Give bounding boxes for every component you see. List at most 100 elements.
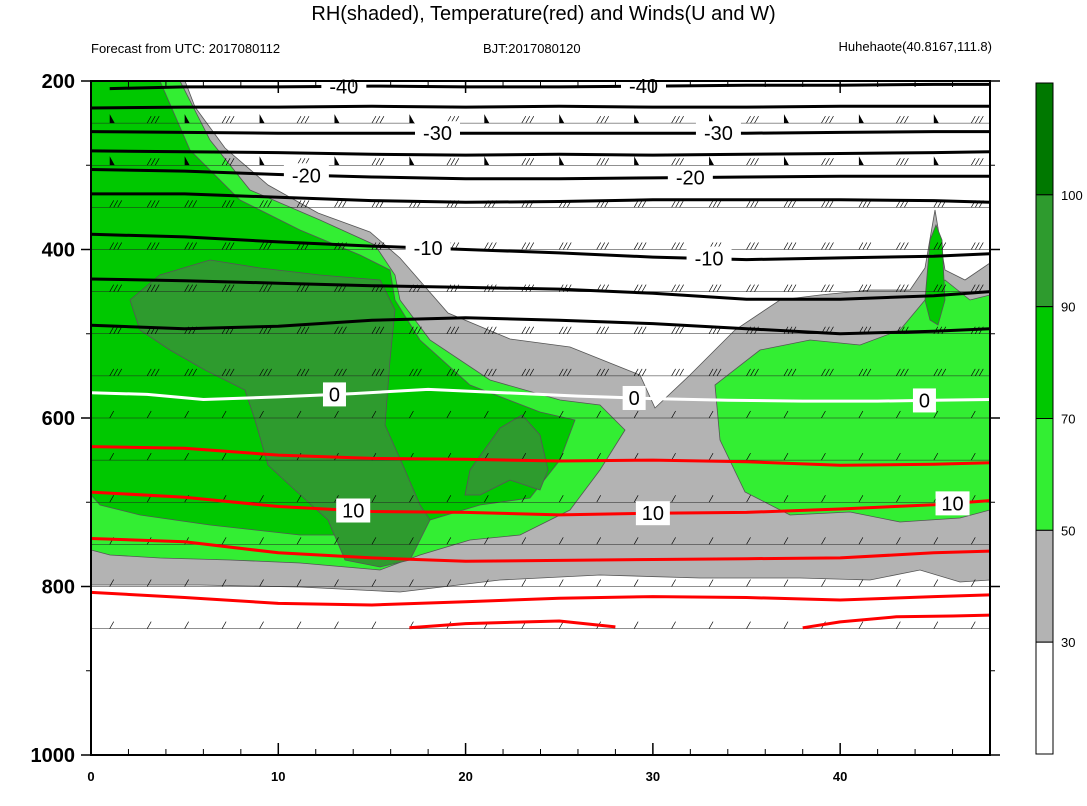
- wind-tick: [970, 410, 976, 419]
- rh-narrow-plume: [924, 223, 946, 326]
- wind-tick: [525, 242, 531, 250]
- wind-tick: [787, 368, 793, 377]
- wind-tick: [791, 200, 797, 208]
- wind-tick: [858, 621, 864, 629]
- wind-tick: [783, 284, 789, 292]
- wind-tick: [596, 115, 601, 124]
- wind-tick: [558, 452, 564, 461]
- wind-tick: [596, 452, 601, 461]
- wind-tick: [558, 242, 564, 250]
- contour-label: -20: [292, 165, 321, 187]
- wind-tick: [450, 326, 456, 334]
- colorbar-box: [1035, 194, 1054, 308]
- wind-tick: [708, 579, 714, 587]
- wind-tick: [146, 410, 152, 419]
- wind-tick: [229, 158, 235, 166]
- wind-tick: [904, 115, 909, 124]
- wind-tick: [109, 200, 115, 208]
- wind-tick: [858, 410, 864, 419]
- wind-tick: [821, 158, 826, 166]
- wind-tick: [113, 326, 119, 334]
- wind-tick: [637, 200, 643, 208]
- wind-tick: [708, 495, 714, 503]
- wind-tick: [904, 81, 905, 82]
- wind-tick: [970, 115, 976, 124]
- wind-tick: [296, 368, 302, 377]
- wind-tick: [825, 115, 830, 124]
- wind-tick: [147, 81, 148, 82]
- wind-tick: [746, 410, 751, 419]
- wind-tick: [896, 242, 901, 250]
- wind-tick: [604, 158, 609, 166]
- wind-barb: [409, 156, 415, 166]
- wind-tick: [783, 242, 789, 250]
- wind-tick: [521, 579, 527, 587]
- wind-tick: [225, 115, 231, 124]
- wind-barb: [933, 114, 939, 124]
- wind-tick: [371, 326, 377, 334]
- wind-tick: [263, 200, 268, 208]
- wind-tick: [746, 81, 747, 82]
- wind-tick: [858, 242, 864, 250]
- wind-tick: [821, 495, 826, 503]
- wind-tick: [521, 495, 527, 503]
- wind-tick: [933, 579, 939, 587]
- wind-tick: [783, 200, 789, 208]
- wind-tick: [150, 158, 156, 166]
- x-tick-label: 30: [646, 769, 660, 784]
- wind-tick: [184, 621, 189, 629]
- temperature-contour-line: [91, 168, 990, 181]
- wind-tick: [109, 452, 115, 461]
- wind-tick: [188, 368, 193, 377]
- wind-tick: [633, 284, 639, 292]
- wind-tick: [866, 284, 872, 292]
- wind-tick: [708, 621, 714, 629]
- wind-barb: [110, 72, 115, 81]
- wind-tick: [259, 495, 264, 503]
- wind-tick: [296, 621, 302, 629]
- wind-tick: [933, 284, 939, 292]
- wind-tick: [937, 368, 943, 377]
- wind-tick: [712, 200, 718, 208]
- wind-tick: [342, 200, 347, 208]
- wind-tick: [596, 158, 601, 166]
- wind-tick: [225, 368, 231, 377]
- wind-tick: [821, 579, 826, 587]
- wind-tick: [708, 537, 714, 545]
- wind-tick: [446, 368, 452, 377]
- wind-tick: [267, 368, 272, 377]
- wind-tick: [296, 579, 302, 587]
- wind-barb: [409, 72, 414, 81]
- wind-tick: [754, 368, 759, 377]
- wind-tick: [446, 81, 448, 82]
- contour-label: -20: [676, 168, 705, 190]
- wind-tick: [708, 452, 714, 461]
- wind-tick: [109, 368, 115, 377]
- wind-tick: [558, 326, 564, 334]
- wind-tick: [109, 579, 115, 587]
- wind-tick: [675, 200, 680, 208]
- wind-tick: [259, 284, 264, 292]
- contour-labels: -40 -40 -30 -30 -20 -20 -10 -10 0 0 0 10 10 10: [283, 74, 970, 526]
- contour-label-box: [686, 246, 732, 271]
- wind-tick: [675, 158, 680, 166]
- contour-label: 0: [919, 390, 930, 412]
- wind-tick: [221, 452, 227, 461]
- wind-tick: [259, 537, 264, 545]
- wind-tick: [300, 326, 306, 334]
- contour-label-box: [622, 385, 646, 410]
- wind-tick: [221, 621, 227, 629]
- wind-tick: [558, 537, 564, 545]
- temperature-contour-line: [91, 537, 990, 563]
- wind-tick: [671, 621, 676, 629]
- wind-tick: [259, 410, 264, 419]
- temperature-contour-line: [91, 316, 990, 336]
- wind-tick: [754, 200, 759, 208]
- wind-tick: [375, 115, 381, 124]
- wind-tick: [675, 242, 680, 250]
- wind-barb: [858, 156, 864, 166]
- colorbar-label: 30: [1061, 635, 1075, 650]
- x-tick-label: 20: [458, 769, 472, 784]
- y-tick-label: 1000: [31, 745, 76, 767]
